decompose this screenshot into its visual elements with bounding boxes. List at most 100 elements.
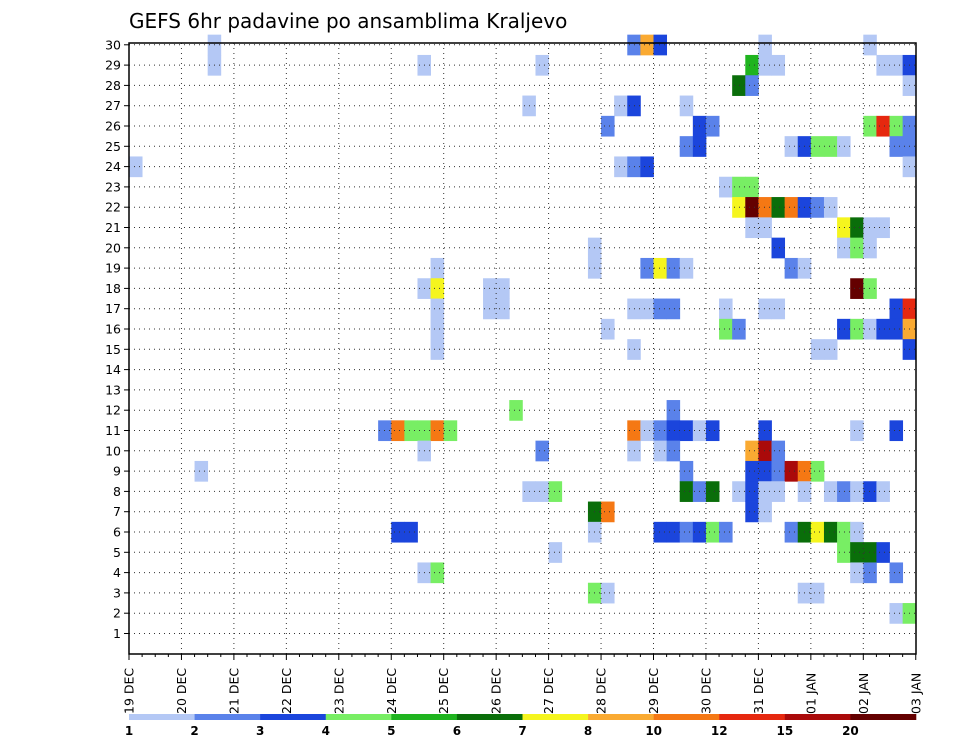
x-tick-label: 02 JAN [856, 673, 871, 714]
heat-cell [443, 420, 458, 442]
heat-cell [784, 197, 799, 218]
heat-cell [758, 460, 772, 482]
heat-cell [496, 298, 510, 320]
chart-title: GEFS 6hr padavine po ansamblima Kraljevo [129, 9, 567, 33]
x-tick-label: 24 DEC [384, 668, 399, 714]
heat-cell [653, 521, 668, 543]
heat-cell [889, 115, 904, 137]
heat-cell [666, 257, 681, 279]
heat-cell [876, 217, 890, 239]
heat-cell [640, 420, 654, 442]
x-axis: 19 DEC 20 DEC 21 DEC 22 DEC 23 DEC 24 DEC 25 D… [122, 654, 923, 714]
heat-cell [404, 521, 418, 543]
heat-cell [889, 420, 904, 442]
heat-cell [640, 257, 654, 279]
heat-cell [745, 176, 759, 198]
heat-cell [850, 278, 864, 299]
heat-cell [653, 298, 668, 320]
heat-cell [666, 298, 681, 320]
y-tick-label: 11 [105, 423, 121, 438]
heat-cell [666, 440, 681, 462]
heat-cell [863, 237, 877, 259]
heat-cell [876, 54, 890, 76]
heat-cell [771, 197, 786, 218]
y-tick-label: 21 [105, 220, 121, 235]
legend-label: 2 [190, 724, 198, 738]
heat-cell [810, 197, 825, 218]
heat-cell [430, 278, 445, 299]
heat-cell [863, 278, 877, 299]
x-tick-label: 26 DEC [489, 668, 504, 714]
heat-cell [771, 237, 786, 259]
y-axis: 1234567891011121314151617181920212223242… [105, 37, 129, 641]
heat-cell [719, 521, 733, 543]
heat-cell [745, 197, 759, 218]
heat-cell [679, 460, 694, 482]
heat-cell [391, 420, 405, 442]
y-tick-label: 12 [105, 403, 121, 418]
heat-cell [837, 318, 851, 340]
heat-cell [850, 420, 864, 442]
heat-cell [771, 54, 786, 76]
heat-cell [823, 521, 838, 543]
y-tick-label: 16 [105, 322, 121, 337]
heat-cell [732, 75, 746, 96]
legend-swatch [260, 714, 327, 720]
x-tick-label: 29 DEC [646, 668, 661, 714]
y-tick-label: 26 [105, 119, 121, 134]
heat-cell [771, 481, 786, 502]
y-tick-label: 4 [113, 565, 121, 580]
heat-cell [784, 136, 799, 157]
heat-cell [653, 34, 668, 56]
heat-cell [745, 501, 759, 523]
heat-cell [548, 481, 563, 502]
legend-label: 1 [125, 724, 133, 738]
heat-cell [679, 257, 694, 279]
heat-cell [679, 420, 694, 442]
heat-cell [666, 521, 681, 543]
y-tick-label: 5 [113, 545, 121, 560]
heat-cell [705, 521, 720, 543]
heat-cell [679, 521, 694, 543]
x-tick-label: 01 JAN [803, 673, 818, 714]
y-tick-label: 8 [113, 484, 121, 499]
heat-cell [679, 95, 694, 117]
legend-label: 8 [584, 724, 592, 738]
heat-cell [653, 440, 668, 462]
heat-cell [719, 298, 733, 320]
heat-cell [863, 481, 877, 502]
legend-label: 5 [387, 724, 395, 738]
y-tick-label: 23 [105, 179, 121, 194]
heat-cell [745, 54, 759, 76]
legend-swatch [456, 714, 523, 720]
heat-cell [745, 217, 759, 239]
heat-cell [430, 318, 445, 340]
legend-label: 12 [711, 724, 728, 738]
heat-cell [784, 460, 799, 482]
heat-cell [614, 95, 628, 117]
heat-cell [745, 460, 759, 482]
heat-cell [837, 237, 851, 259]
heat-cell [784, 257, 799, 279]
x-tick-label: 28 DEC [594, 668, 609, 714]
heat-cell [535, 54, 549, 76]
heat-cell [601, 582, 615, 604]
heat-cell [850, 237, 864, 259]
legend-label: 10 [645, 724, 662, 738]
heat-cell [889, 318, 904, 340]
y-tick-label: 13 [105, 382, 121, 397]
y-tick-label: 1 [113, 626, 121, 641]
heat-cell [889, 562, 904, 584]
heat-cell [653, 257, 668, 279]
legend-label: 20 [842, 724, 859, 738]
heat-cell [823, 339, 838, 360]
legend-swatch [719, 714, 786, 720]
heat-cell [640, 156, 654, 178]
heat-cell [705, 420, 720, 442]
heat-cell [837, 481, 851, 502]
x-tick-label: 27 DEC [541, 668, 556, 714]
legend-swatch [588, 714, 654, 720]
legend-swatch [784, 714, 851, 720]
